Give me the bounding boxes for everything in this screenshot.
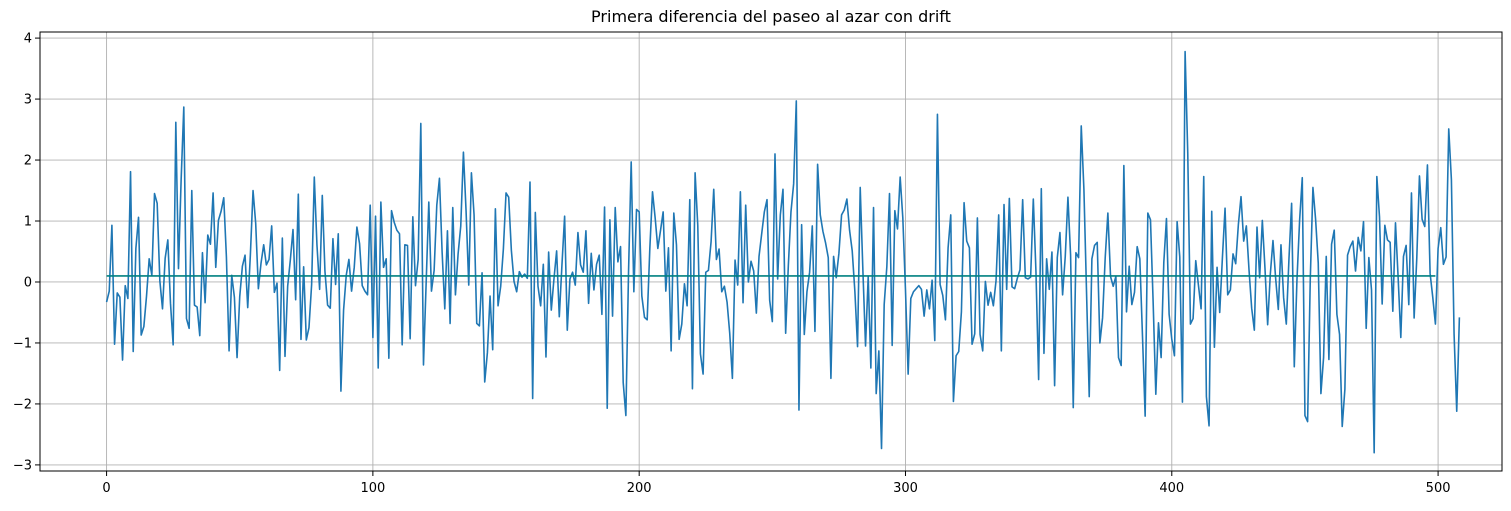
- x-tick-label: 0: [102, 481, 110, 496]
- x-tick-label: 200: [627, 481, 652, 496]
- chart-title: Primera diferencia del paseo al azar con…: [591, 7, 951, 26]
- y-tick-label: −3: [13, 458, 32, 473]
- series-line-first-difference: [105, 50, 1461, 454]
- y-tick-label: 3: [24, 93, 32, 108]
- grid-lines: [40, 32, 1502, 471]
- y-tick-label: 0: [24, 275, 32, 290]
- x-tick-label: 500: [1426, 481, 1451, 496]
- series-layer: [105, 50, 1461, 454]
- x-tick-label: 100: [360, 481, 385, 496]
- plot-frame: [39, 31, 1503, 472]
- y-tick-label: −1: [13, 336, 32, 351]
- y-tick-label: −2: [13, 397, 32, 412]
- x-tick-label: 400: [1159, 481, 1184, 496]
- y-tick-label: 4: [24, 32, 32, 47]
- y-tick-label: 2: [24, 154, 32, 169]
- axis-ticks: 0 100 200 300 400 500 −3 −2 −1 0 1 2 3 4: [13, 32, 1451, 496]
- x-tick-label: 300: [893, 481, 918, 496]
- y-tick-label: 1: [24, 215, 32, 230]
